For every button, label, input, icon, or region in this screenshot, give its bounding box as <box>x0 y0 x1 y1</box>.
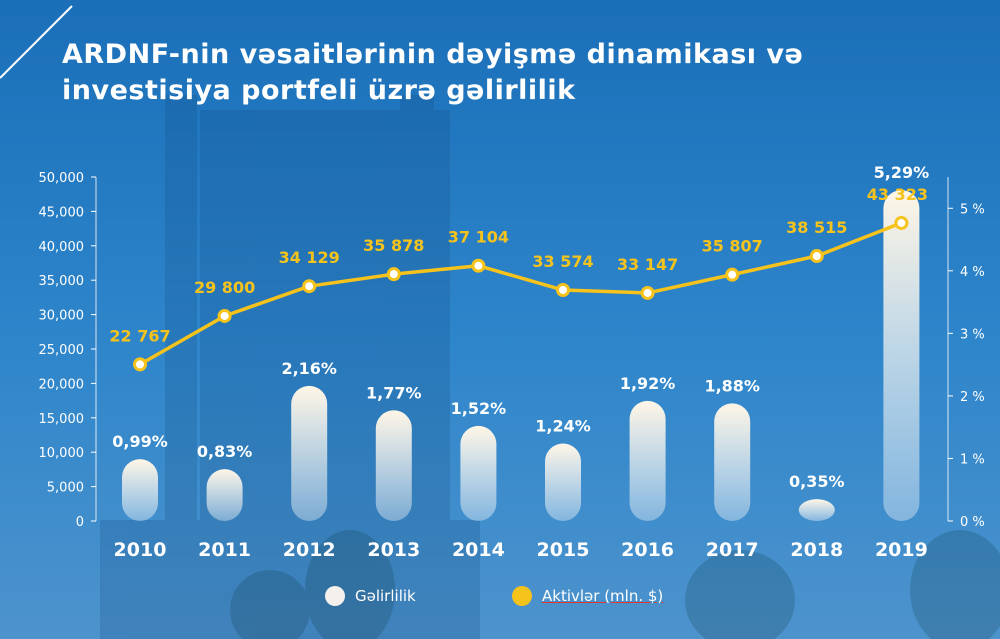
bar-data-label: 5,29% <box>874 163 930 182</box>
assets-data-label: 38 515 <box>786 218 847 237</box>
line-series: 22 767 29 800 34 129 35 878 37 104 33 574 33 1… <box>109 185 928 372</box>
right-tick-label: 1 % <box>960 452 985 467</box>
assets-point <box>217 308 232 323</box>
left-tick-label: 5,000 <box>47 481 84 496</box>
bar <box>460 425 497 521</box>
assets-point <box>471 258 486 273</box>
title-line-1: ARDNF-nin vəsaitlərinin dəyişmə dinamika… <box>62 39 804 70</box>
x-tick-label: 2015 <box>537 539 590 561</box>
legend-label-bars: Gəlirlilik <box>355 587 416 605</box>
bar <box>122 459 158 521</box>
x-tick-label: 2019 <box>875 539 928 561</box>
right-tick-label: 4 % <box>960 265 985 280</box>
legend-item-bars: Gəlirlilik <box>325 586 416 606</box>
bar-data-label: 1,24% <box>535 416 591 435</box>
bar <box>545 443 581 521</box>
bar <box>798 499 835 521</box>
right-tick-label: 5 % <box>960 202 985 217</box>
right-tick-label: 3 % <box>960 327 985 342</box>
trees-silhouette <box>230 530 1000 639</box>
x-tick-label: 2011 <box>198 539 251 561</box>
right-tick-label: 2 % <box>960 390 985 405</box>
bar <box>375 410 412 521</box>
left-tick-label: 45,000 <box>39 205 85 220</box>
assets-point <box>809 249 824 264</box>
x-tick-label: 2014 <box>452 539 505 561</box>
bar <box>883 190 920 521</box>
left-tick-label: 40,000 <box>39 240 85 255</box>
x-tick-label: 2018 <box>790 539 843 561</box>
left-tick-label: 0 <box>76 515 84 530</box>
assets-point <box>725 267 740 282</box>
left-tick-label: 30,000 <box>39 309 85 324</box>
assets-data-label: 33 147 <box>617 255 678 274</box>
assets-data-label: 35 807 <box>702 237 763 256</box>
assets-data-label: 22 767 <box>109 326 170 345</box>
assets-point <box>133 357 147 372</box>
bar-data-label: 1,52% <box>451 399 507 418</box>
diagonal-stroke-decoration <box>0 5 73 79</box>
bar-data-label: 1,77% <box>366 383 422 402</box>
building-silhouette <box>100 95 480 639</box>
bar-data-label: 1,88% <box>704 376 760 395</box>
assets-data-label: 35 878 <box>363 236 424 255</box>
assets-data-label: 34 129 <box>279 248 340 267</box>
left-tick-label: 10,000 <box>39 446 85 461</box>
assets-data-label: 33 574 <box>532 252 593 271</box>
legend-swatch-bars <box>325 586 345 606</box>
assets-data-label: 29 800 <box>194 278 255 297</box>
left-tick-label: 20,000 <box>39 377 85 392</box>
title-line-2: investisiya portfeli üzrə gəlirlilik <box>62 75 576 106</box>
left-tick-label: 35,000 <box>39 274 85 289</box>
bar <box>629 400 666 521</box>
left-tick-label: 50,000 <box>39 171 85 186</box>
assets-point <box>556 283 570 298</box>
bar-data-label: 0,35% <box>789 472 845 491</box>
x-tick-label: 2016 <box>621 539 674 561</box>
assets-data-label: 37 104 <box>448 228 509 247</box>
left-tick-label: 25,000 <box>39 343 85 358</box>
chart-title: ARDNF-nin vəsaitlərinin dəyişmə dinamika… <box>62 37 803 109</box>
left-tick-label: 15,000 <box>39 412 85 427</box>
bar <box>206 469 243 521</box>
assets-point <box>640 285 655 300</box>
x-tick-label: 2013 <box>367 539 420 561</box>
x-tick-label: 2017 <box>706 539 759 561</box>
legend-swatch-line <box>512 586 532 606</box>
bar <box>291 385 328 521</box>
right-tick-label: 0 % <box>960 515 985 530</box>
bars: 0,99% 0,83% 2,16% 1,77% 1,52% 1,24% 1,92% 1,88%… <box>112 163 929 521</box>
bar <box>714 403 751 521</box>
bar-data-label: 2,16% <box>281 359 337 378</box>
bar-data-label: 0,99% <box>112 432 168 451</box>
assets-point <box>302 279 317 294</box>
x-tick-label: 2010 <box>114 539 167 561</box>
assets-data-label: 43 323 <box>867 185 928 204</box>
axes: 0 5,000 10,000 15,000 20,000 25,000 30,000 35,0… <box>39 171 985 561</box>
legend-label-line: Aktivlər (mln. $) <box>542 587 664 605</box>
bar-data-label: 0,83% <box>197 442 253 461</box>
legend-item-line: Aktivlər (mln. $) <box>512 586 663 606</box>
assets-point <box>386 267 401 282</box>
x-tick-label: 2012 <box>283 539 336 561</box>
bar-data-label: 1,92% <box>620 374 676 393</box>
assets-point <box>894 215 909 230</box>
assets-line <box>139 221 903 366</box>
